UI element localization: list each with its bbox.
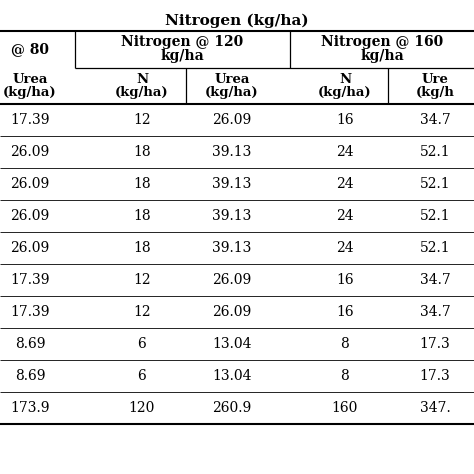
Text: 24: 24 [336,209,354,223]
Text: N: N [136,73,148,85]
Text: 39.13: 39.13 [212,177,252,191]
Text: 16: 16 [336,305,354,319]
Text: Ure: Ure [421,73,448,85]
Text: 12: 12 [133,305,151,319]
Text: 260.9: 260.9 [212,401,252,415]
Text: 16: 16 [336,273,354,287]
Text: 26.09: 26.09 [10,177,50,191]
Text: 17.3: 17.3 [419,337,450,351]
Text: 17.39: 17.39 [10,113,50,127]
Text: Nitrogen @ 160: Nitrogen @ 160 [321,35,443,49]
Text: 17.39: 17.39 [10,273,50,287]
Text: 13.04: 13.04 [212,369,252,383]
Text: 39.13: 39.13 [212,145,252,159]
Text: 160: 160 [332,401,358,415]
Text: @ 80: @ 80 [11,42,49,56]
Text: 34.7: 34.7 [419,273,450,287]
Text: 24: 24 [336,177,354,191]
Text: 18: 18 [133,209,151,223]
Text: 12: 12 [133,113,151,127]
Text: 6: 6 [137,337,146,351]
Text: 16: 16 [336,113,354,127]
Text: kg/ha: kg/ha [360,49,404,63]
Text: 34.7: 34.7 [419,113,450,127]
Text: (kg/ha): (kg/ha) [115,85,169,99]
Text: (kg/ha): (kg/ha) [3,85,57,99]
Text: 17.39: 17.39 [10,305,50,319]
Text: 52.1: 52.1 [419,209,450,223]
Text: 24: 24 [336,241,354,255]
Text: 24: 24 [336,145,354,159]
Text: 8: 8 [341,369,349,383]
Text: 12: 12 [133,273,151,287]
Text: 26.09: 26.09 [212,273,252,287]
Text: 26.09: 26.09 [212,305,252,319]
Text: 26.09: 26.09 [10,209,50,223]
Text: (kg/ha): (kg/ha) [318,85,372,99]
Text: Urea: Urea [12,73,48,85]
Text: 26.09: 26.09 [10,241,50,255]
Text: 13.04: 13.04 [212,337,252,351]
Text: 52.1: 52.1 [419,177,450,191]
Text: 26.09: 26.09 [10,145,50,159]
Text: Nitrogen (kg/ha): Nitrogen (kg/ha) [165,14,309,28]
Text: 120: 120 [129,401,155,415]
Text: 6: 6 [137,369,146,383]
Text: 52.1: 52.1 [419,241,450,255]
Text: 8.69: 8.69 [15,369,45,383]
Text: (kg/ha): (kg/ha) [205,85,259,99]
Text: 8.69: 8.69 [15,337,45,351]
Text: 18: 18 [133,241,151,255]
Text: 347.: 347. [419,401,450,415]
Text: 52.1: 52.1 [419,145,450,159]
Text: 26.09: 26.09 [212,113,252,127]
Text: 34.7: 34.7 [419,305,450,319]
Text: 18: 18 [133,177,151,191]
Text: (kg/h: (kg/h [416,85,455,99]
Text: kg/ha: kg/ha [161,49,204,63]
Text: Urea: Urea [214,73,250,85]
Text: 39.13: 39.13 [212,241,252,255]
Text: 39.13: 39.13 [212,209,252,223]
Text: 18: 18 [133,145,151,159]
Text: 8: 8 [341,337,349,351]
Text: N: N [339,73,351,85]
Text: 173.9: 173.9 [10,401,50,415]
Text: 17.3: 17.3 [419,369,450,383]
Text: Nitrogen @ 120: Nitrogen @ 120 [121,35,244,49]
